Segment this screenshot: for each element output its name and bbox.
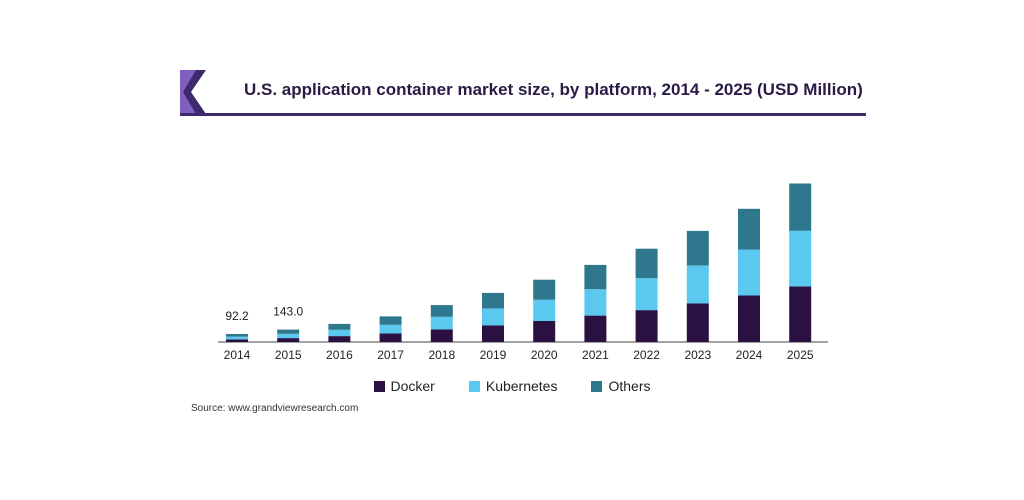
bar-docker-2022 bbox=[635, 310, 658, 342]
chart-legend: Docker Kubernetes Others bbox=[0, 378, 1024, 394]
legend-item-others: Others bbox=[591, 378, 650, 394]
x-tick-label-2019: 2019 bbox=[480, 348, 507, 362]
bar-docker-2024 bbox=[738, 295, 760, 342]
legend-label-others: Others bbox=[608, 378, 651, 394]
bar-others-2021 bbox=[584, 264, 607, 290]
chart-title: U.S. application container market size, … bbox=[244, 80, 863, 99]
bar-others-2022 bbox=[635, 248, 658, 279]
bar-others-2017 bbox=[379, 316, 402, 325]
bar-docker-2025 bbox=[789, 286, 812, 342]
legend-swatch-others bbox=[591, 380, 603, 392]
bar-kubernetes-2021 bbox=[584, 289, 607, 316]
x-tick-label-2017: 2017 bbox=[377, 348, 404, 362]
bar-others-2014 bbox=[226, 334, 248, 337]
bar-others-2023 bbox=[686, 230, 709, 266]
x-tick-label-2018: 2018 bbox=[428, 348, 455, 362]
x-tick-label-2024: 2024 bbox=[736, 348, 763, 362]
x-tick-label-2015: 2015 bbox=[275, 348, 302, 362]
bar-kubernetes-2022 bbox=[635, 278, 658, 311]
bar-docker-2015 bbox=[277, 338, 300, 342]
data-label-2015: 143.0 bbox=[273, 305, 303, 319]
bar-docker-2023 bbox=[686, 303, 709, 342]
legend-item-kubernetes: Kubernetes bbox=[468, 378, 558, 394]
x-tick-label-2016: 2016 bbox=[326, 348, 353, 362]
x-tick-label-2021: 2021 bbox=[582, 348, 609, 362]
bar-others-2018 bbox=[430, 305, 453, 317]
brand-logo bbox=[180, 70, 206, 114]
bar-others-2015 bbox=[277, 329, 300, 334]
bar-docker-2020 bbox=[533, 321, 556, 342]
x-tick-label-2025: 2025 bbox=[787, 348, 814, 362]
bar-kubernetes-2016 bbox=[328, 329, 351, 337]
bar-docker-2014 bbox=[226, 339, 248, 342]
bar-docker-2017 bbox=[379, 333, 402, 342]
bar-kubernetes-2014 bbox=[226, 336, 248, 340]
bar-others-2025 bbox=[789, 183, 812, 231]
bar-others-2024 bbox=[738, 208, 760, 250]
title-divider bbox=[180, 113, 866, 116]
x-tick-label-2020: 2020 bbox=[531, 348, 558, 362]
bar-kubernetes-2023 bbox=[686, 265, 709, 304]
bar-kubernetes-2019 bbox=[482, 308, 504, 326]
bar-others-2020 bbox=[533, 279, 556, 300]
x-tick-label-2022: 2022 bbox=[633, 348, 660, 362]
bar-docker-2016 bbox=[328, 336, 351, 342]
legend-label-docker: Docker bbox=[390, 378, 435, 394]
legend-item-docker: Docker bbox=[373, 378, 435, 394]
data-label-2014: 92.2 bbox=[225, 309, 249, 323]
bar-kubernetes-2025 bbox=[789, 230, 812, 287]
bar-docker-2021 bbox=[584, 315, 607, 342]
bar-kubernetes-2017 bbox=[379, 324, 402, 334]
bar-kubernetes-2020 bbox=[533, 299, 556, 321]
legend-label-kubernetes: Kubernetes bbox=[485, 378, 558, 394]
legend-swatch-kubernetes bbox=[468, 380, 480, 392]
bar-kubernetes-2015 bbox=[277, 333, 300, 339]
bar-docker-2018 bbox=[430, 329, 453, 342]
x-tick-label-2023: 2023 bbox=[684, 348, 711, 362]
source-note: Source: www.grandviewresearch.com bbox=[191, 403, 359, 414]
x-tick-label-2014: 2014 bbox=[224, 348, 251, 362]
bar-docker-2019 bbox=[482, 325, 504, 342]
bar-others-2019 bbox=[482, 292, 504, 309]
bar-others-2016 bbox=[328, 323, 351, 330]
bar-kubernetes-2024 bbox=[738, 249, 760, 296]
bar-kubernetes-2018 bbox=[430, 316, 453, 330]
legend-swatch-docker bbox=[373, 380, 385, 392]
